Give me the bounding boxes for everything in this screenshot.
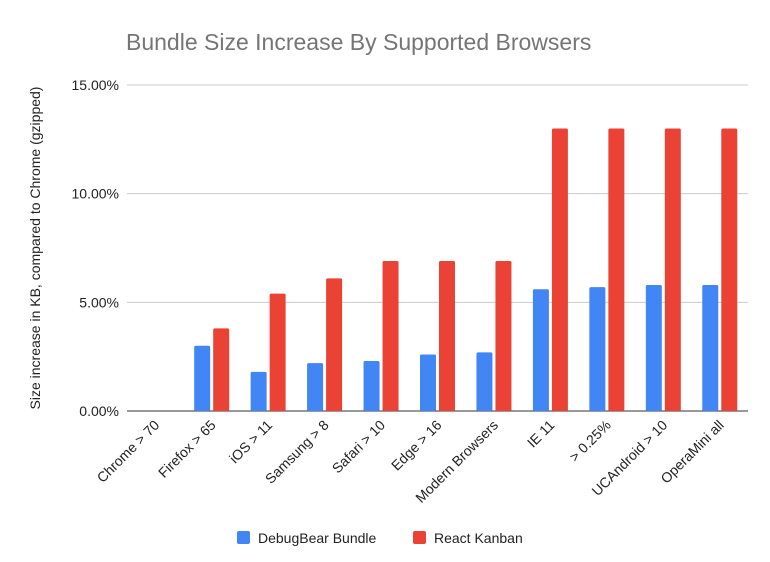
bar-react-kanban (439, 261, 455, 411)
x-tick-label: Safari > 10 (329, 417, 389, 477)
x-tick-label: Edge > 16 (388, 417, 445, 474)
x-tick-label: iOS > 11 (226, 417, 276, 467)
bar-debugbear-bundle (363, 361, 380, 411)
bars (194, 128, 738, 411)
y-tick-label: 0.00% (79, 403, 119, 419)
bar-react-kanban (721, 128, 738, 411)
bar-debugbear-bundle (420, 354, 436, 411)
bar-debugbear-bundle (532, 289, 549, 411)
legend-swatch (237, 531, 250, 544)
bar-debugbear-bundle (194, 345, 211, 411)
bar-react-kanban (213, 328, 230, 411)
x-tick-label: Chrome > 70 (94, 417, 163, 486)
bar-debugbear-bundle (702, 284, 719, 411)
x-tick-label: Firefox > 65 (155, 417, 219, 481)
legend-label: React Kanban (434, 530, 523, 546)
y-tick-label: 5.00% (79, 294, 119, 310)
bar-react-kanban (326, 278, 343, 411)
y-tick-label: 10.00% (72, 186, 119, 202)
bar-debugbear-bundle (476, 352, 493, 411)
bar-react-kanban (551, 128, 568, 411)
y-tick-label: 15.00% (72, 77, 119, 93)
bar-debugbear-bundle (589, 287, 606, 411)
legend-label: DebugBear Bundle (258, 530, 377, 546)
x-tick-label: IE 11 (524, 417, 558, 451)
bar-react-kanban (382, 261, 399, 411)
bar-react-kanban (495, 261, 512, 411)
legend-swatch (413, 531, 426, 544)
bar-debugbear-bundle (307, 363, 324, 411)
y-axis-label: Size increase in KB, compared to Chrome … (27, 87, 43, 410)
bar-debugbear-bundle (645, 284, 662, 411)
chart-title: Bundle Size Increase By Supported Browse… (126, 29, 591, 55)
bar-debugbear-bundle (250, 371, 267, 411)
bar-react-kanban (269, 293, 286, 411)
gridlines (127, 84, 748, 412)
legend: DebugBear Bundle React Kanban (237, 530, 523, 546)
x-tick-label: > 0.25% (566, 417, 614, 465)
bar-react-kanban (608, 128, 625, 411)
bar-react-kanban (664, 128, 681, 411)
y-tick-labels: 0.00% 5.00% 10.00% 15.00% (72, 77, 119, 419)
